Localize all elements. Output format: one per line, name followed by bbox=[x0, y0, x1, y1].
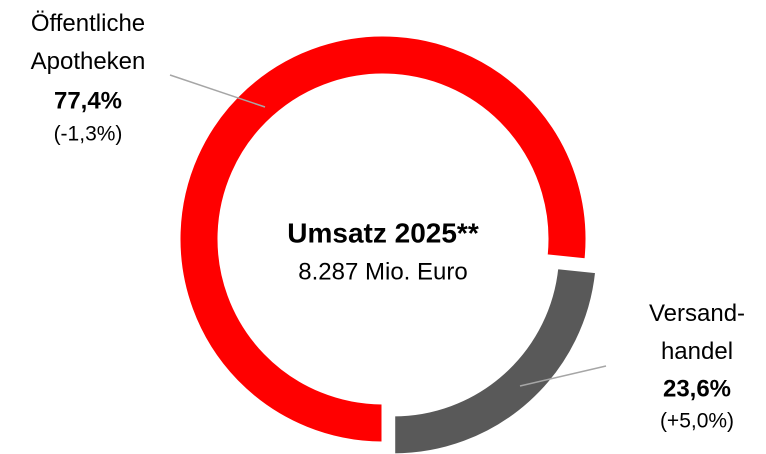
donut-segment bbox=[177, 33, 589, 445]
value-label: 23,6% bbox=[663, 375, 731, 402]
value-label: 77,4% bbox=[54, 87, 122, 114]
leader-line bbox=[519, 365, 607, 387]
chart-subtitle: 8.287 Mio. Euro bbox=[298, 258, 467, 285]
leader-line bbox=[169, 74, 266, 108]
change-label: (+5,0%) bbox=[660, 410, 734, 433]
category-label: Versand-handel bbox=[649, 300, 745, 365]
category-label: Öffentliche Apotheken bbox=[31, 10, 146, 75]
change-label: (-1,3%) bbox=[54, 123, 123, 146]
chart-title: Umsatz 2025** bbox=[287, 217, 479, 248]
donut-segment bbox=[392, 266, 599, 454]
